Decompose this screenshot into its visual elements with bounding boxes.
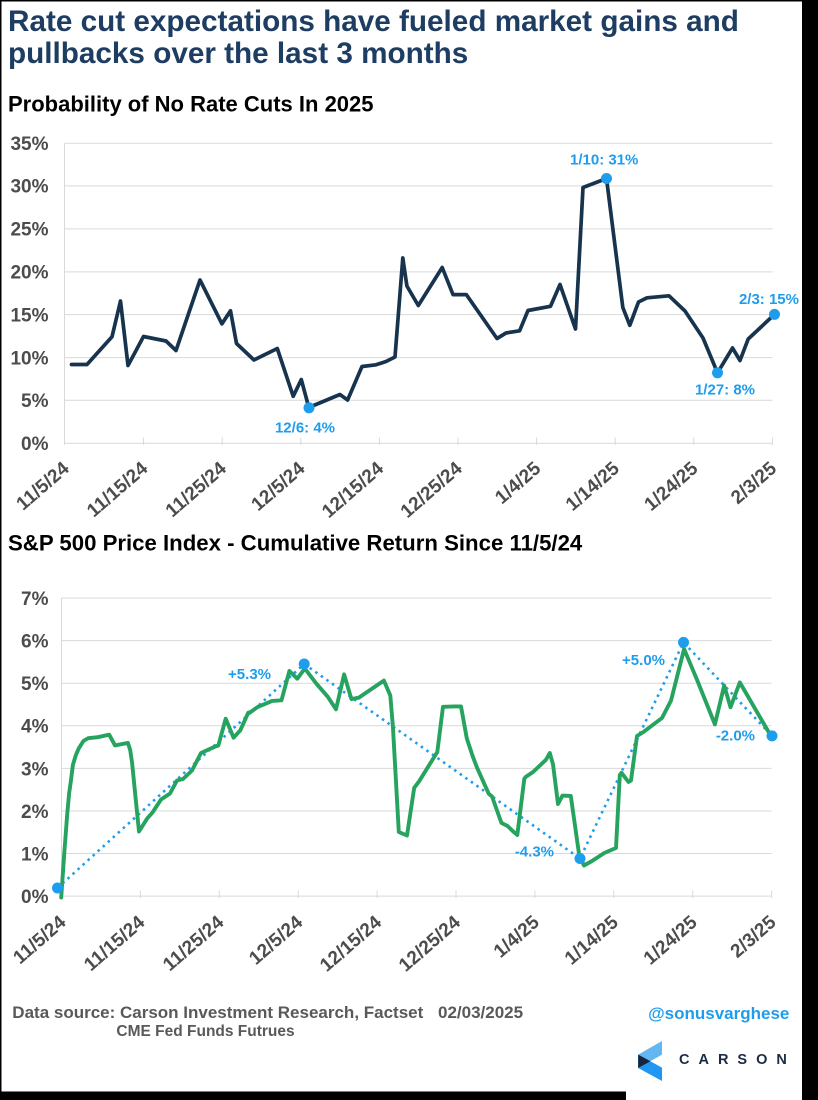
svg-text:Data source: Carson Investment: Data source: Carson Investment Research,… <box>12 1003 423 1022</box>
svg-text:3%: 3% <box>21 759 49 780</box>
svg-text:4%: 4% <box>21 717 49 738</box>
svg-text:pullbacks over the last 3 mont: pullbacks over the last 3 months <box>8 37 468 70</box>
svg-text:-4.3%: -4.3% <box>515 844 554 861</box>
svg-text:7%: 7% <box>21 589 49 610</box>
svg-text:5%: 5% <box>21 391 49 412</box>
svg-text:10%: 10% <box>10 348 48 369</box>
svg-text:S&P 500 Price Index - Cumulati: S&P 500 Price Index - Cumulative Return … <box>8 531 583 556</box>
svg-text:0%: 0% <box>21 434 49 455</box>
svg-text:+5.0%: +5.0% <box>622 652 665 669</box>
svg-text:5%: 5% <box>21 674 49 695</box>
svg-text:20%: 20% <box>10 263 48 284</box>
svg-text:1%: 1% <box>21 844 49 865</box>
svg-text:12/6: 4%: 12/6: 4% <box>275 420 335 437</box>
svg-text:CME Fed Funds Futrues: CME Fed Funds Futrues <box>116 1023 294 1040</box>
svg-text:Rate cut expectations have fue: Rate cut expectations have fueled market… <box>8 5 739 38</box>
svg-text:25%: 25% <box>10 220 48 241</box>
svg-text:+5.3%: +5.3% <box>228 666 271 683</box>
svg-text:6%: 6% <box>21 632 49 653</box>
svg-text:2/3: 15%: 2/3: 15% <box>739 291 799 308</box>
svg-text:-2.0%: -2.0% <box>716 728 755 745</box>
svg-text:@sonusvarghese: @sonusvarghese <box>648 1004 789 1023</box>
svg-text:02/03/2025: 02/03/2025 <box>438 1003 523 1022</box>
svg-text:30%: 30% <box>10 177 48 198</box>
svg-text:1/27: 8%: 1/27: 8% <box>695 382 755 399</box>
svg-text:35%: 35% <box>10 134 48 155</box>
svg-text:Probability of No Rate Cuts In: Probability of No Rate Cuts In 2025 <box>8 92 374 117</box>
svg-text:0%: 0% <box>21 887 49 908</box>
svg-text:CARSON: CARSON <box>679 1052 796 1068</box>
svg-text:1/10: 31%: 1/10: 31% <box>570 152 638 169</box>
svg-text:2%: 2% <box>21 802 49 823</box>
svg-text:15%: 15% <box>10 305 48 326</box>
